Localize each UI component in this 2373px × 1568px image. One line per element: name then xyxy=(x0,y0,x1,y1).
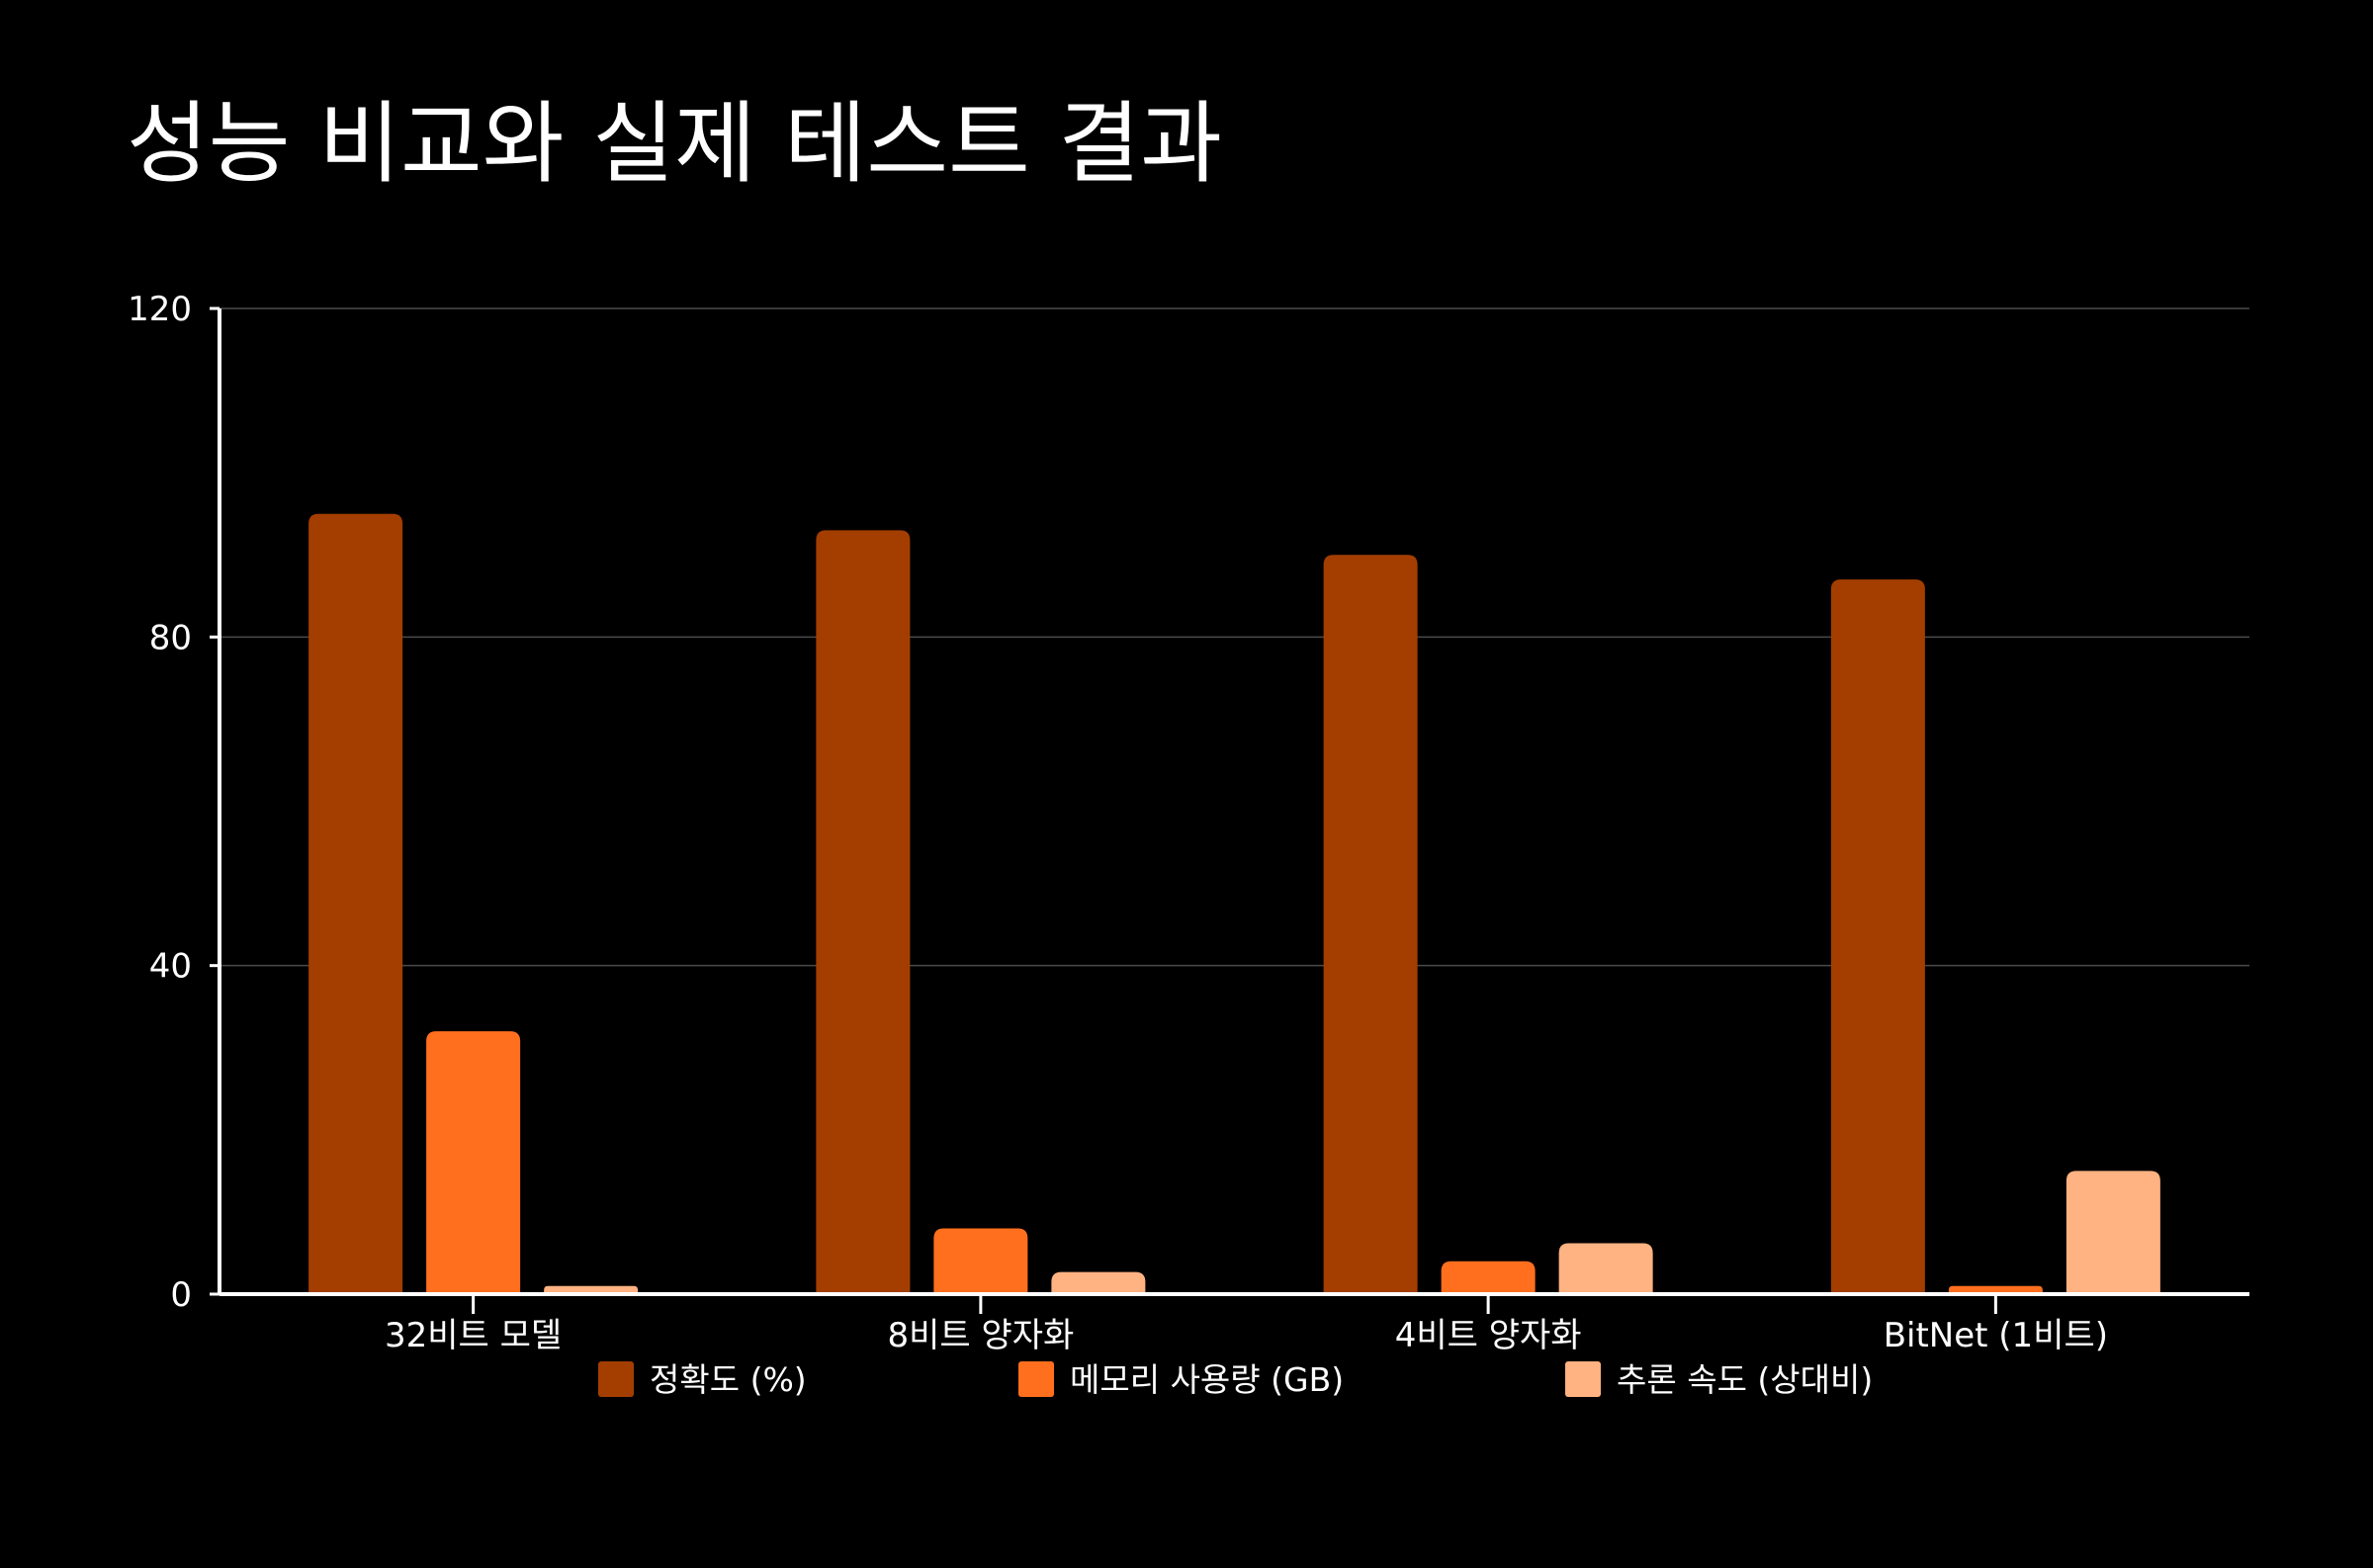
legend-swatch xyxy=(1018,1361,1054,1397)
x-tick-label: 32비트 모델 xyxy=(385,1316,562,1355)
bar xyxy=(544,1285,639,1294)
bar xyxy=(1441,1261,1536,1294)
x-tick-label: 4비트 양자화 xyxy=(1395,1316,1582,1355)
legend-label: 메모리 사용량 (GB) xyxy=(1070,1360,1344,1399)
legend-swatch xyxy=(1565,1361,1601,1397)
bar xyxy=(933,1228,1028,1294)
bar xyxy=(1323,555,1418,1294)
bar xyxy=(816,530,911,1294)
bar xyxy=(426,1031,521,1294)
page-title: 성능 비교와 실제 테스트 결과 xyxy=(127,92,1223,196)
axes: 0 40 80 120 32비트 모델 8비트 양자화 4비트 양자화 BitNet (1비트… xyxy=(128,290,2249,1355)
y-tick-label: 120 xyxy=(128,290,192,329)
legend-label: 추론 속도 (상대비) xyxy=(1617,1360,1873,1399)
y-tick-label: 80 xyxy=(149,618,192,657)
bar xyxy=(2065,1171,2160,1294)
bar xyxy=(308,513,403,1294)
y-tick-label: 40 xyxy=(149,947,192,987)
bars xyxy=(308,513,2160,1294)
bar xyxy=(1051,1271,1146,1294)
legend-swatch xyxy=(598,1361,634,1397)
x-tick-label: 8비트 양자화 xyxy=(887,1316,1074,1355)
y-tick-label: 0 xyxy=(170,1275,192,1315)
bar xyxy=(1830,579,1925,1294)
bar xyxy=(1558,1243,1653,1294)
x-tick-label: BitNet (1비트) xyxy=(1884,1316,2108,1355)
legend-label: 정확도 (%) xyxy=(650,1360,807,1399)
grid-lines xyxy=(220,307,2249,967)
bar xyxy=(1948,1285,2043,1294)
legend: 정확도 (%) 메모리 사용량 (GB) 추론 속도 (상대비) xyxy=(598,1360,1873,1399)
